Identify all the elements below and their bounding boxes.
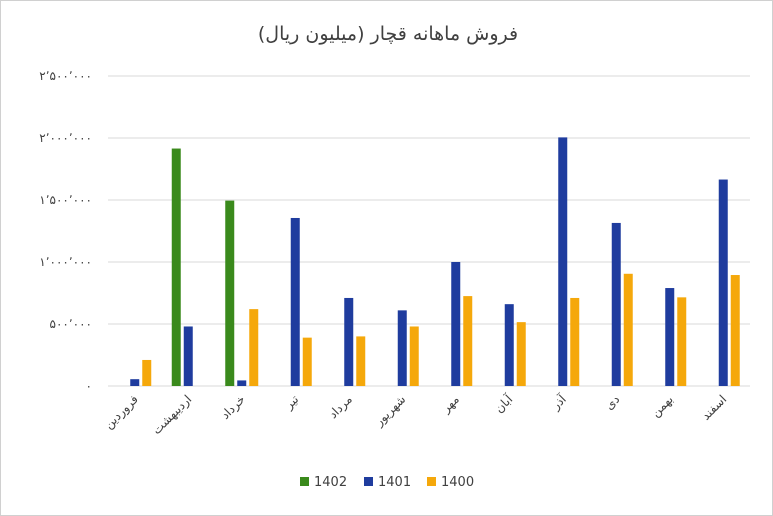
bar-1400-4 — [356, 336, 366, 386]
y-tick-label: ۵۰۰٬۰۰۰ — [50, 317, 93, 331]
x-axis-categories: فروردین اردیبهشت خرداد تیر مرداد شهریور مهر آبا… — [101, 391, 729, 438]
bar-1400-0 — [142, 359, 152, 386]
bar-1401-11 — [718, 179, 728, 386]
bar-1401-3 — [290, 217, 300, 386]
x-category-label: مرداد — [326, 392, 356, 422]
bar-1400-11 — [730, 275, 740, 386]
y-tick-label: ۲٬۵۰۰٬۰۰۰ — [39, 69, 92, 83]
x-category-label: آبان — [491, 391, 516, 416]
x-category-label: شهریور — [371, 392, 409, 430]
legend-swatch-1400 — [427, 477, 436, 486]
x-category-label: خرداد — [218, 392, 248, 422]
x-category-label: تیر — [281, 392, 302, 413]
legend-label-1401: 1401 — [378, 475, 411, 490]
bar-1401-5 — [397, 310, 407, 386]
legend-swatch-1401 — [364, 477, 373, 486]
y-axis-ticks: ۰ ۵۰۰٬۰۰۰ ۱٬۰۰۰٬۰۰۰ ۱٬۵۰۰٬۰۰۰ ۲٬۰۰۰٬۰۰۰ ۲٬۵۰۰… — [39, 69, 92, 393]
y-tick-label: ۲٬۰۰۰٬۰۰۰ — [39, 131, 92, 145]
x-category-label: آذر — [547, 391, 570, 414]
x-category-label: بهمن — [648, 392, 676, 420]
legend: 1402 1401 1400 — [300, 475, 474, 490]
y-tick-label: ۰ — [86, 379, 92, 393]
bar-1401-7 — [504, 304, 514, 386]
legend-label-1402: 1402 — [314, 475, 347, 490]
bar-1400-3 — [302, 337, 312, 386]
bar-1400-5 — [409, 326, 419, 386]
x-category-label: اردیبهشت — [150, 392, 196, 438]
bar-1402-1 — [171, 148, 181, 386]
y-tick-label: ۱٬۰۰۰٬۰۰۰ — [39, 255, 92, 269]
bar-1401-9 — [611, 222, 621, 386]
legend-label-1400: 1400 — [441, 475, 474, 490]
bars — [130, 137, 740, 386]
chart-title: فروش ماهانه قچار (میلیون ریال) — [258, 23, 518, 45]
bar-1401-4 — [344, 297, 354, 386]
gridlines — [108, 75, 750, 387]
bar-1400-9 — [623, 273, 633, 386]
legend-swatch-1402 — [300, 477, 309, 486]
bar-1402-2 — [225, 200, 235, 386]
x-category-label: مهر — [438, 392, 462, 416]
bar-1401-10 — [665, 288, 675, 386]
bar-1400-2 — [249, 309, 259, 386]
y-tick-label: ۱٬۵۰۰٬۰۰۰ — [39, 193, 92, 207]
bar-1400-6 — [463, 296, 473, 386]
x-category-label: دی — [602, 392, 622, 412]
x-category-label: فروردین — [101, 392, 141, 432]
bar-1401-6 — [451, 262, 461, 386]
bar-1401-2 — [237, 380, 247, 386]
bar-1400-7 — [516, 322, 526, 386]
bar-1400-8 — [570, 297, 580, 386]
bar-1400-10 — [677, 297, 687, 386]
bar-1401-8 — [558, 137, 568, 386]
bar-1401-0 — [130, 379, 140, 386]
x-category-label: اسفند — [699, 392, 730, 423]
bar-1401-1 — [183, 326, 193, 386]
